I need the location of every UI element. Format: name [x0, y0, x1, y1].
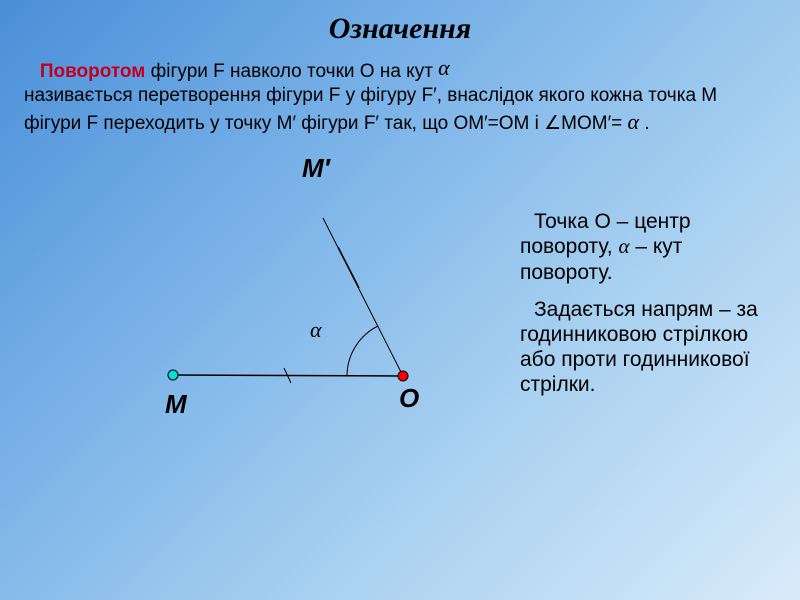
def-period: .	[639, 113, 650, 134]
line-omprime	[323, 218, 403, 376]
diagram-svg	[0, 139, 520, 539]
alpha-symbol-2: α	[628, 109, 640, 134]
term-rotation: Поворотом	[40, 61, 146, 82]
right-explanation: Точка О – центр повороту, α – кут поворо…	[520, 139, 780, 539]
alpha-symbol-1: α	[438, 54, 450, 82]
point-o	[398, 371, 408, 381]
definition-text: Поворотом фігури F навколо точки O на ку…	[0, 46, 800, 135]
def-after-term: фігури F навколо точки O на кут	[145, 61, 438, 82]
angle-arc	[347, 326, 378, 375]
point-m	[168, 370, 178, 380]
diagram: M′ α M О	[0, 139, 520, 539]
angle-text: ∠MOM′=	[544, 113, 627, 134]
page-title: Означення	[0, 0, 800, 46]
right-alpha: α	[618, 234, 629, 258]
line-seg-upper	[338, 247, 359, 288]
right-p2: Задається напрям – за годинниковою стріл…	[520, 297, 780, 398]
